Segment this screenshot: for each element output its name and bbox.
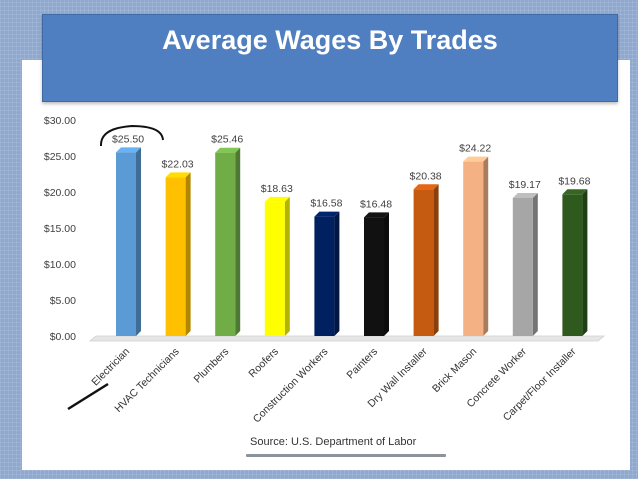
bar-value-label: $20.38	[410, 170, 442, 182]
bar-value-label: $25.50	[112, 133, 144, 145]
bar-top	[364, 212, 389, 218]
bar-7: $20.38	[410, 170, 442, 336]
bar-value-label: $25.46	[211, 134, 243, 146]
source-note: Source: U.S. Department of Labor	[250, 436, 417, 448]
bar-front	[215, 152, 236, 336]
y-tick-label: $5.00	[50, 295, 76, 307]
x-tick-label: Plumbers	[191, 346, 231, 386]
bar-6: $16.48	[360, 198, 392, 336]
y-axis: $0.00 $5.00 $10.00 $15.00 $20.00 $25.00 $30.00	[44, 115, 76, 343]
x-tick-label: Electrician	[89, 346, 132, 389]
bar-front	[562, 194, 583, 336]
bar-front	[314, 216, 335, 336]
bar-top	[512, 192, 538, 198]
bar-top	[463, 156, 489, 162]
bar-front	[512, 197, 533, 336]
bar-value-label: $22.03	[162, 158, 194, 170]
bar-value-label: $16.48	[360, 198, 392, 210]
bar-2: $22.03	[162, 158, 194, 336]
y-tick-label: $25.00	[44, 151, 76, 163]
bar-top	[314, 211, 340, 217]
bar-side	[582, 189, 588, 336]
bar-top	[116, 147, 141, 153]
title-banner: Average Wages By Trades	[42, 14, 618, 102]
bar-group: $25.50 $22.03 $25.46 $18.63 $16.58 $16.48 $20.…	[88, 133, 606, 342]
annotations	[67, 124, 164, 411]
y-tick-label: $0.00	[50, 331, 76, 343]
bar-side	[136, 147, 141, 336]
slide-title: Average Wages By Trades	[162, 25, 498, 55]
bar-top	[413, 184, 439, 190]
bar-side	[532, 192, 538, 336]
source-underline	[246, 454, 446, 457]
bar-top	[215, 147, 241, 153]
y-tick-label: $20.00	[44, 187, 76, 199]
bar-front	[264, 201, 285, 336]
bar-1: $25.50	[112, 133, 144, 336]
bar-side	[384, 212, 389, 336]
highlight-underline	[67, 382, 109, 411]
bar-value-label: $18.63	[261, 183, 293, 195]
y-tick-label: $30.00	[44, 115, 76, 127]
bar-side	[235, 147, 241, 336]
bar-8: $24.22	[459, 143, 491, 336]
bar-3: $25.46	[211, 134, 243, 336]
bar-front	[165, 177, 186, 336]
y-tick-label: $10.00	[44, 259, 76, 271]
bar-side	[334, 211, 340, 336]
bar-side	[185, 172, 191, 336]
bar-front	[116, 152, 136, 336]
bar-front	[413, 189, 434, 336]
bar-top	[562, 189, 588, 195]
bar-10: $19.68	[558, 175, 591, 336]
bar-front	[463, 161, 484, 336]
bar-value-label: $19.17	[509, 179, 541, 191]
bar-9: $19.17	[509, 179, 541, 336]
bar-value-label: $24.22	[459, 143, 491, 155]
bar-front	[364, 217, 384, 336]
bar-side	[284, 196, 290, 336]
bar-value-label: $16.58	[310, 198, 342, 210]
bar-top	[165, 172, 191, 178]
bar-value-label: $19.68	[558, 175, 590, 187]
chart-floor	[88, 335, 606, 342]
bar-side	[433, 184, 439, 336]
bar-side	[483, 156, 489, 336]
bar-top	[264, 196, 290, 202]
highlight-arc	[99, 124, 164, 147]
bar-5: $16.58	[310, 198, 343, 336]
bar-4: $18.63	[261, 183, 293, 336]
x-tick-label: Brick Mason	[430, 346, 479, 395]
x-tick-label: Painters	[344, 346, 380, 382]
x-tick-label: Roofers	[246, 346, 280, 380]
y-tick-label: $15.00	[44, 223, 76, 235]
